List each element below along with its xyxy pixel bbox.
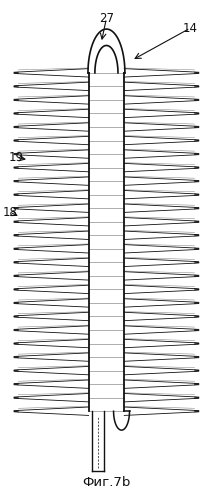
Text: Фиг.7b: Фиг.7b [82, 477, 131, 490]
Text: 18: 18 [3, 206, 17, 219]
Text: 14: 14 [183, 21, 198, 34]
Text: 19: 19 [9, 151, 24, 164]
Text: 27: 27 [99, 11, 114, 24]
